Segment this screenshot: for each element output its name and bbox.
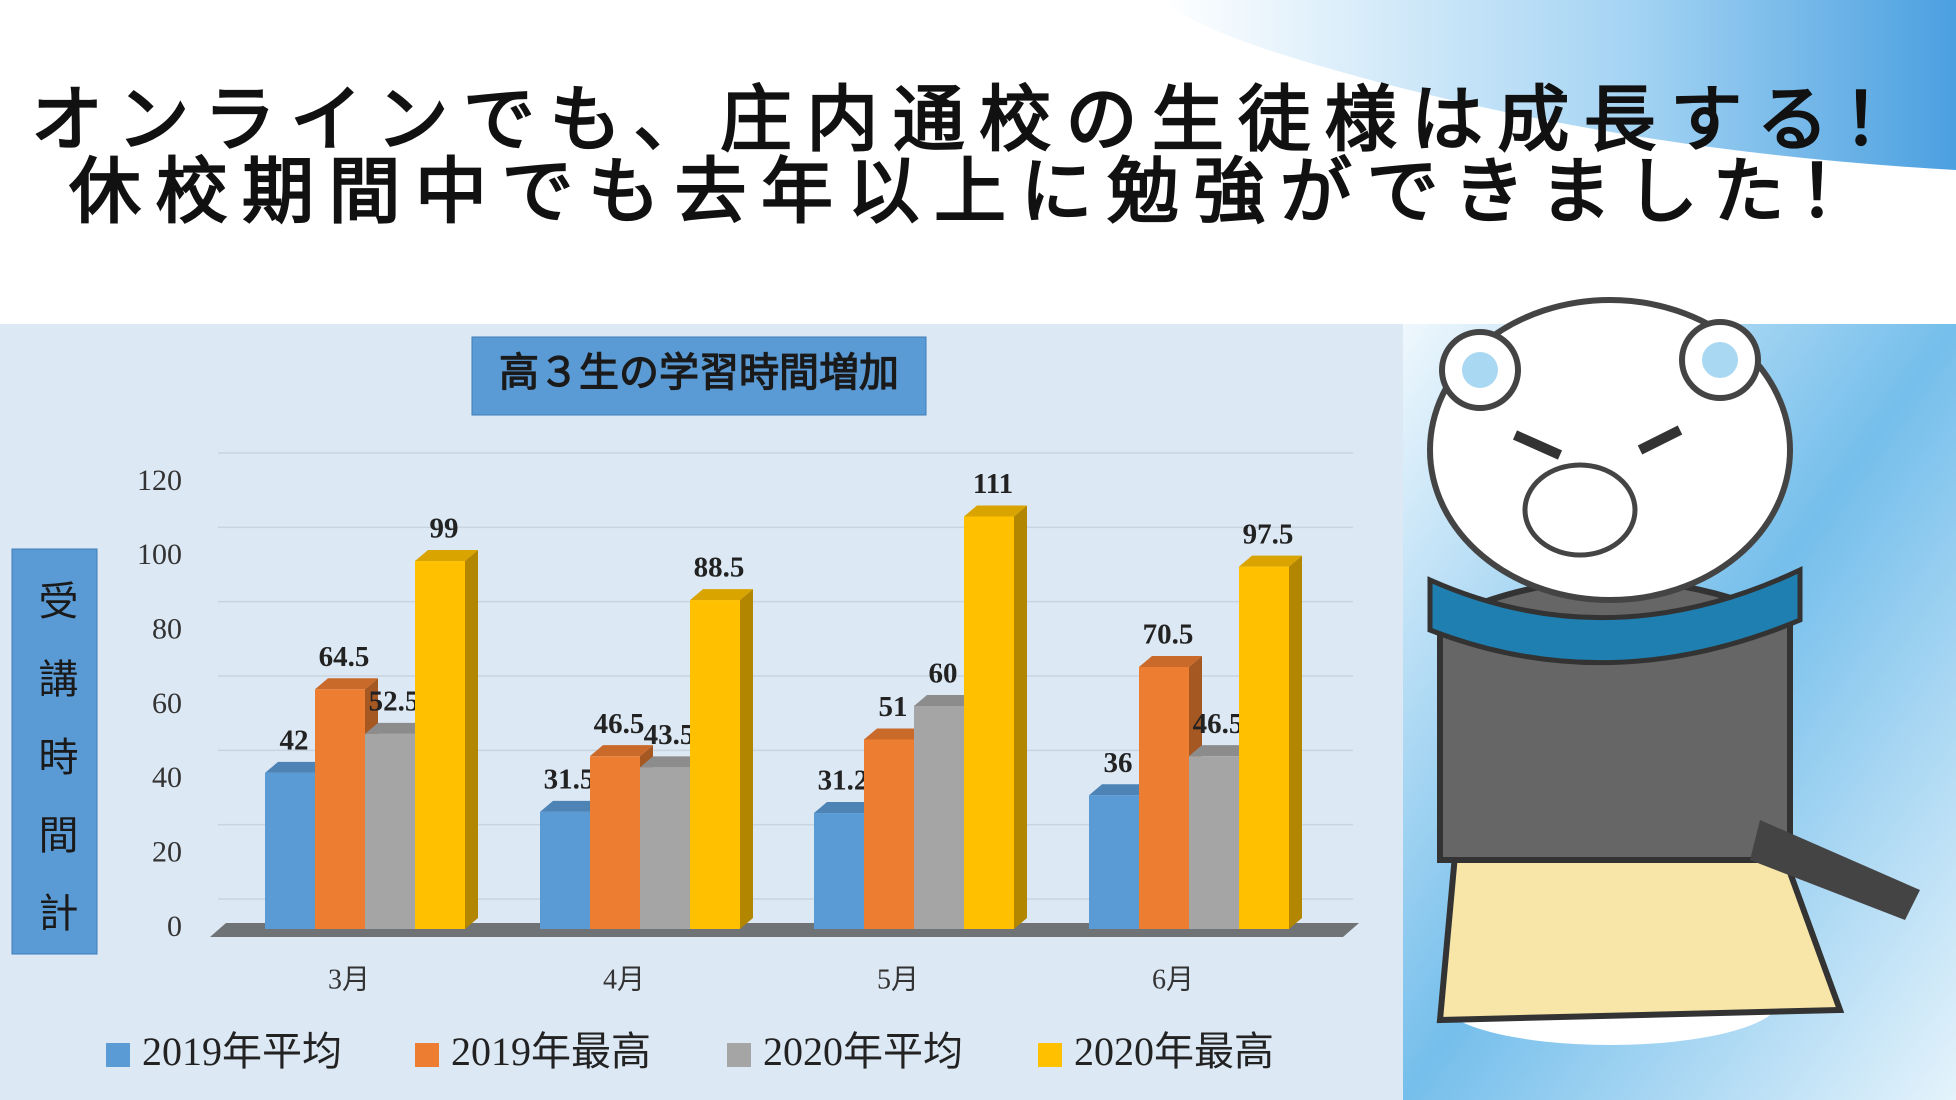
bar: [540, 811, 590, 929]
bar: [814, 813, 864, 929]
bar-side: [465, 550, 478, 929]
value-label: 42: [280, 725, 309, 757]
bar: [1189, 756, 1239, 929]
y-tick-label: 20: [152, 836, 182, 869]
value-label: 46.5: [594, 708, 645, 740]
value-label: 99: [430, 513, 459, 545]
bar-top: [1089, 784, 1152, 796]
mascot-muzzle: [1522, 462, 1638, 558]
y-tick-label: 60: [152, 687, 182, 720]
value-label: 60: [929, 658, 958, 690]
bar-top: [1189, 745, 1252, 757]
bar-top: [265, 761, 328, 773]
bar-top: [1139, 655, 1202, 667]
x-tick-label: 5月: [877, 964, 919, 995]
legend-label: 2020年最高: [1074, 1029, 1274, 1074]
bar: [964, 516, 1014, 929]
bar-top: [415, 550, 478, 562]
bar: [690, 600, 740, 929]
decor-swoosh: [1160, 0, 1956, 170]
bar: [365, 733, 415, 929]
value-label: 31.5: [544, 764, 595, 796]
legend-swatch: [727, 1043, 751, 1067]
y-tick-label: 120: [137, 464, 182, 497]
chart-title: 高３生の学習時間増加: [499, 350, 899, 395]
y-tick-label: 40: [152, 761, 182, 794]
x-tick-label: 4月: [603, 964, 645, 995]
mascot-ear: [1702, 342, 1738, 378]
mascot-scarf: [1427, 566, 1803, 666]
y-axis-label: 受講時間計: [33, 580, 78, 970]
bar-side: [1289, 555, 1302, 929]
value-label: 31.2: [818, 765, 869, 797]
legend-label: 2019年平均: [142, 1029, 342, 1074]
legend-swatch: [415, 1043, 439, 1067]
mascot-brows: [1512, 425, 1683, 460]
bar-top: [864, 728, 927, 740]
legend-swatch: [106, 1043, 130, 1067]
bar: [1139, 666, 1189, 929]
bar: [590, 756, 640, 929]
x-tick-label: 3月: [328, 964, 370, 995]
mascot-sword: [1750, 820, 1920, 920]
bar-top: [590, 745, 653, 757]
bar-top: [964, 505, 1027, 517]
value-label: 64.5: [319, 641, 370, 673]
bar: [265, 772, 315, 929]
bar-top: [1239, 555, 1302, 567]
value-label: 111: [973, 468, 1013, 500]
legend-label: 2019年最高: [451, 1029, 651, 1074]
floor: [210, 923, 1359, 937]
bar-top: [640, 756, 703, 768]
value-label: 36: [1104, 747, 1133, 779]
legend-label: 2020年平均: [763, 1029, 963, 1074]
y-tick-label: 80: [152, 613, 182, 646]
y-tick-label: 100: [137, 538, 182, 571]
value-label: 43.5: [644, 719, 695, 751]
bar-side: [1014, 505, 1027, 929]
bar: [914, 706, 964, 929]
bar: [1089, 795, 1139, 929]
bar: [864, 739, 914, 929]
headline: 休校期間中でも去年以上に勉強ができました！: [68, 150, 1871, 234]
value-label: 46.5: [1193, 708, 1244, 740]
bar-top: [814, 802, 877, 814]
bar-top: [690, 589, 753, 601]
legend-swatch: [1038, 1043, 1062, 1067]
bar-top: [315, 678, 378, 690]
bar: [415, 561, 465, 929]
value-label: 51: [879, 691, 908, 723]
bar: [1239, 566, 1289, 929]
bar-side: [740, 589, 753, 929]
bar: [640, 767, 690, 929]
x-tick-label: 6月: [1152, 964, 1194, 995]
y-tick-label: 0: [167, 910, 182, 943]
mascot-ear: [1462, 352, 1498, 388]
title-box: [471, 336, 927, 416]
value-label: 97.5: [1243, 518, 1294, 550]
value-label: 70.5: [1143, 619, 1194, 651]
value-label: 88.5: [694, 552, 745, 584]
y-label-box: [11, 548, 98, 955]
bar-top: [365, 722, 428, 734]
bar-top: [914, 695, 977, 706]
bar-top: [540, 800, 603, 812]
bar: [315, 689, 365, 929]
value-label: 52.5: [369, 686, 420, 718]
mascot: [1427, 297, 1920, 1045]
